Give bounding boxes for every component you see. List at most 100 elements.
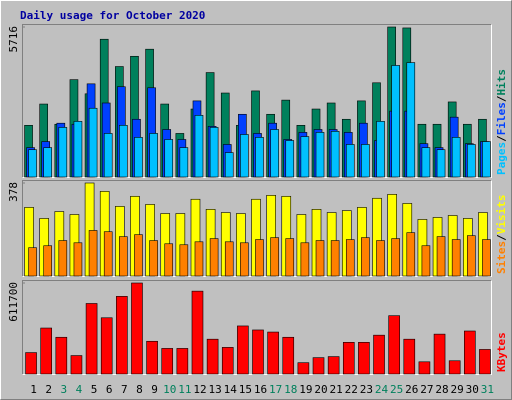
- bar: [373, 334, 385, 375]
- bar: [146, 340, 158, 375]
- bar: [119, 125, 128, 178]
- bar: [403, 338, 416, 375]
- legend-separator: /: [495, 135, 508, 142]
- bar: [255, 137, 264, 178]
- bar: [300, 136, 310, 178]
- panel-bevel: [22, 24, 492, 178]
- x-tick-label: 17: [269, 383, 282, 396]
- bar: [134, 137, 143, 178]
- bar: [282, 336, 295, 375]
- bar: [418, 361, 431, 375]
- panel-bevel: [22, 24, 492, 178]
- bar: [179, 244, 189, 277]
- legend-entry: Files: [495, 102, 508, 135]
- bar: [131, 282, 143, 375]
- legend-entry: Visits: [495, 195, 508, 235]
- bar: [406, 232, 416, 277]
- bar: [149, 133, 158, 178]
- x-tick-label: 16: [254, 383, 267, 396]
- bar: [436, 236, 446, 277]
- x-tick-label: 12: [193, 383, 206, 396]
- x-tick-label: 19: [299, 383, 312, 396]
- legend-entry: Hits: [495, 69, 508, 96]
- bar: [191, 290, 204, 375]
- bar: [451, 137, 461, 178]
- x-tick-label: 5: [91, 383, 98, 396]
- x-tick-label: 3: [61, 383, 68, 396]
- x-tick-label: 6: [106, 383, 113, 396]
- x-tick-label: 26: [405, 383, 418, 396]
- bar: [116, 296, 128, 375]
- panel-bevel: [22, 280, 492, 375]
- bar: [164, 243, 174, 277]
- bar: [55, 336, 68, 375]
- bar: [330, 131, 340, 178]
- y-tick-label: 378: [7, 182, 20, 202]
- bar: [194, 115, 204, 178]
- bar: [376, 240, 385, 277]
- bar: [240, 242, 249, 277]
- x-tick-label: 27: [420, 383, 433, 396]
- bar: [388, 315, 400, 375]
- bar: [73, 242, 83, 277]
- bar: [209, 127, 219, 178]
- bar: [70, 355, 83, 375]
- x-tick-label: 25: [390, 383, 403, 396]
- x-tick-label: 21: [330, 383, 343, 396]
- chart-title: Daily usage for October 2020: [20, 9, 205, 22]
- bar: [58, 240, 68, 277]
- bar: [433, 333, 446, 375]
- bar: [297, 362, 310, 375]
- bar: [267, 331, 279, 375]
- bar: [240, 134, 249, 178]
- x-tick-label: 13: [208, 383, 221, 396]
- bar: [88, 230, 98, 277]
- legend-separator: /: [495, 95, 508, 102]
- bar: [252, 329, 264, 375]
- bar: [119, 236, 128, 277]
- bar: [464, 330, 476, 375]
- bar: [100, 317, 113, 375]
- bar: [149, 240, 158, 277]
- bar: [194, 241, 204, 277]
- bar: [176, 348, 189, 375]
- x-tick-label: 18: [284, 383, 297, 396]
- bar: [327, 356, 340, 375]
- bar: [237, 325, 249, 375]
- x-tick-label: 9: [151, 383, 158, 396]
- bar: [73, 121, 83, 178]
- legend-entry: KBytes: [495, 332, 508, 372]
- bar: [285, 140, 295, 178]
- bar: [345, 239, 355, 277]
- x-tick-label: 31: [481, 383, 494, 396]
- legend: Sites/Visits: [495, 195, 508, 275]
- x-tick-label: 14: [224, 383, 238, 396]
- bar: [361, 237, 370, 277]
- bar: [164, 139, 174, 178]
- bar: [315, 132, 325, 178]
- x-tick-label: 2: [45, 383, 52, 396]
- y-tick-label: 611700: [7, 282, 20, 322]
- x-tick-label: 29: [451, 383, 464, 396]
- bar: [224, 152, 234, 178]
- bar: [361, 144, 370, 178]
- x-tick-label: 20: [314, 383, 327, 396]
- x-tick-label: 10: [163, 383, 176, 396]
- panel-bevel: [22, 280, 492, 375]
- bar: [43, 147, 52, 178]
- bar: [28, 149, 37, 178]
- x-tick-label: 4: [76, 383, 83, 396]
- bar: [88, 107, 98, 178]
- legend: KBytes: [495, 332, 508, 372]
- bar: [43, 245, 52, 277]
- y-tick-label: 5716: [7, 26, 20, 53]
- x-tick-label: 7: [121, 383, 128, 396]
- bar: [224, 241, 234, 277]
- bar: [330, 240, 340, 277]
- bar: [482, 141, 491, 178]
- bar: [221, 347, 234, 375]
- bar: [40, 327, 52, 375]
- bar: [436, 149, 446, 178]
- legend: Pages/Files/Hits: [495, 69, 508, 175]
